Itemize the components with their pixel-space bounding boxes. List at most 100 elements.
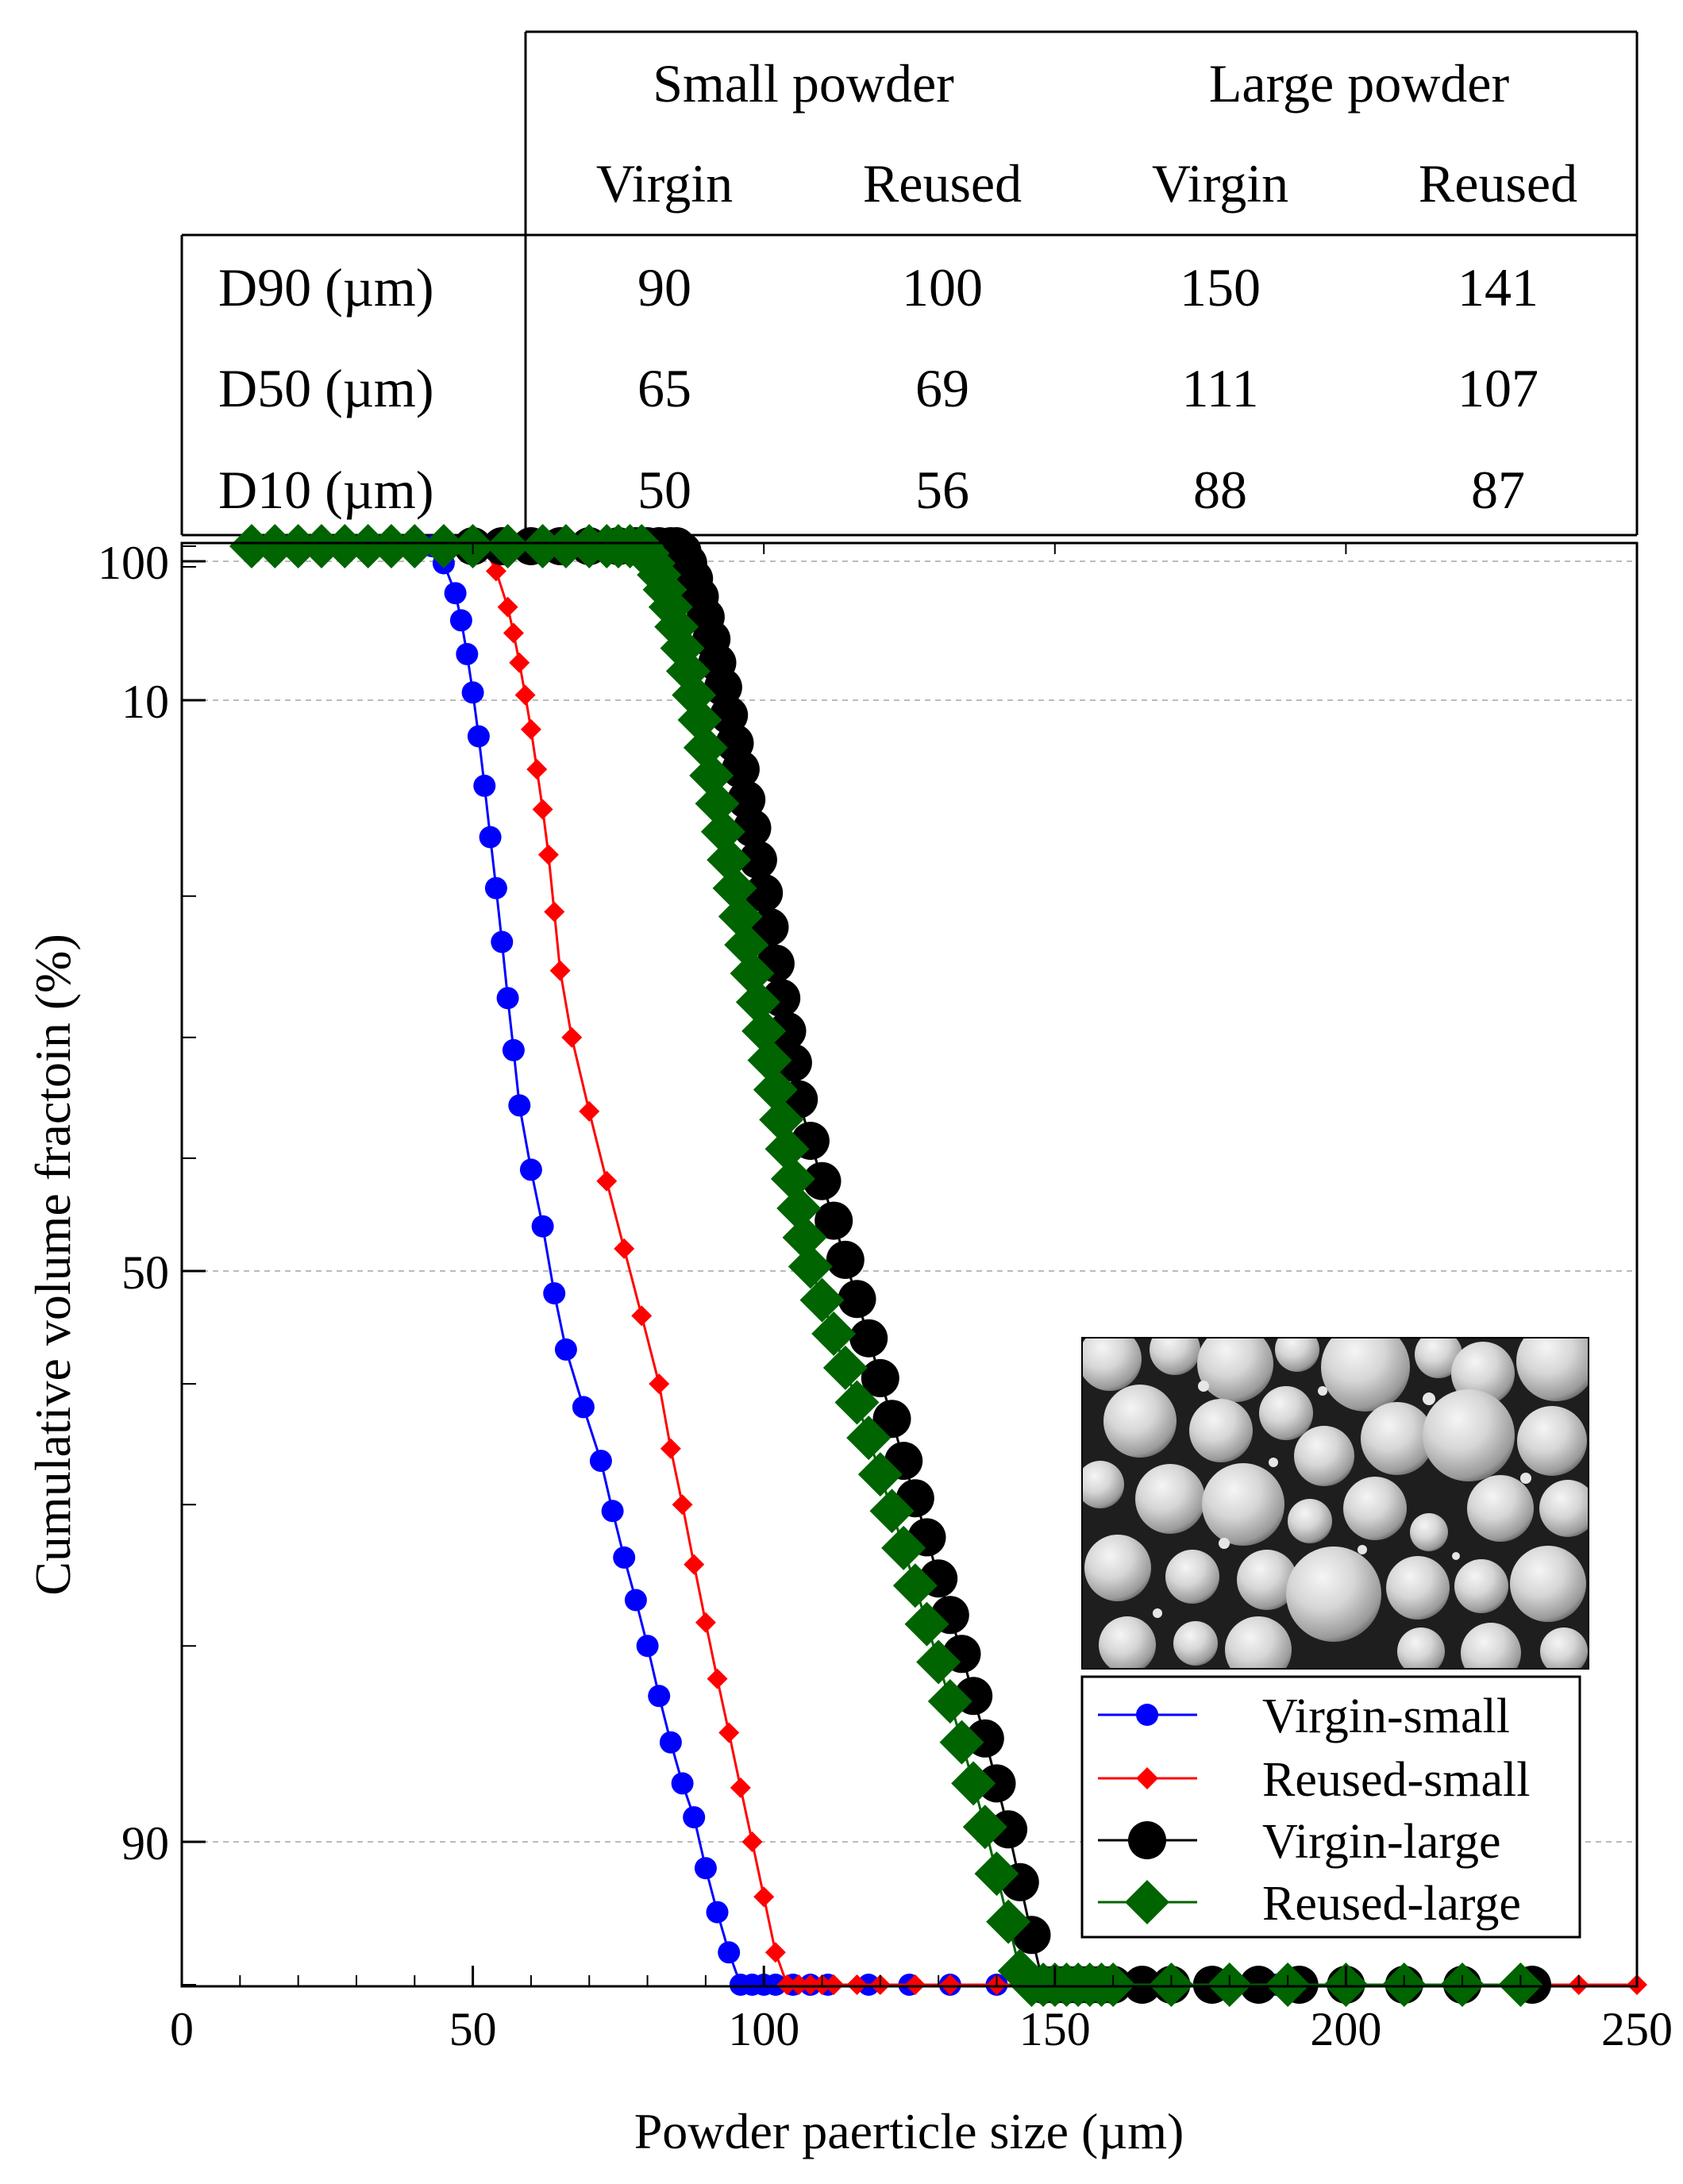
data-point-virgin-small-32 bbox=[648, 1685, 671, 1708]
data-point-reused-small-17 bbox=[614, 1238, 635, 1259]
data-point-virgin-large-36 bbox=[838, 1280, 876, 1319]
group-header-large: Large powder bbox=[1209, 53, 1510, 114]
y-minor-ticks bbox=[182, 545, 196, 1986]
data-point-reused-large-35 bbox=[724, 923, 769, 968]
data-point-virgin-small-30 bbox=[624, 1589, 647, 1612]
y-tick-label-100: 100 bbox=[98, 537, 169, 589]
data-point-virgin-small-35 bbox=[683, 1806, 706, 1829]
data-point-virgin-small-25 bbox=[554, 1338, 577, 1361]
data-point-reused-small-19 bbox=[649, 1373, 670, 1395]
cell-d50-small-reused: 69 bbox=[915, 358, 969, 418]
data-point-virgin-small-17 bbox=[484, 876, 507, 899]
data-point-reused-large-40 bbox=[753, 1067, 798, 1112]
data-point-reused-large-3 bbox=[298, 524, 344, 568]
data-point-reused-large-46 bbox=[788, 1244, 833, 1289]
data-point-reused-small-31 bbox=[788, 1974, 810, 1995]
data-point-reused-small-30 bbox=[776, 1974, 798, 1995]
data-point-virgin-small-24 bbox=[543, 1282, 566, 1305]
data-point-reused-small-20 bbox=[660, 1438, 681, 1459]
subheader-large-reused: Reused bbox=[1419, 153, 1577, 214]
data-point-virgin-large-38 bbox=[861, 1358, 899, 1397]
data-point-virgin-small-29 bbox=[613, 1546, 636, 1569]
sem-inset-image bbox=[1081, 1337, 1589, 1670]
cell-d90-large-virgin: 150 bbox=[1180, 257, 1261, 318]
data-point-reused-large-54 bbox=[881, 1525, 926, 1570]
data-point-reused-large-61 bbox=[962, 1805, 1007, 1850]
data-point-reused-large-11 bbox=[520, 524, 565, 568]
data-point-reused-small-3 bbox=[485, 560, 506, 582]
data-point-reused-large-32 bbox=[707, 838, 752, 883]
group-header-small: Small powder bbox=[653, 53, 954, 114]
data-point-reused-large-63 bbox=[986, 1899, 1031, 1944]
data-point-virgin-small-42 bbox=[764, 1974, 787, 1996]
data-point-reused-large-62 bbox=[974, 1851, 1019, 1897]
data-point-virgin-small-38 bbox=[718, 1941, 741, 1964]
cell-d50-small-virgin: 65 bbox=[637, 358, 691, 418]
data-point-reused-large-60 bbox=[951, 1761, 996, 1806]
data-point-reused-small-16 bbox=[596, 1170, 618, 1192]
data-point-reused-large-6 bbox=[368, 524, 414, 568]
data-point-virgin-large-34 bbox=[815, 1201, 853, 1240]
data-point-reused-small-15 bbox=[579, 1100, 600, 1122]
cell-d50-large-virgin: 111 bbox=[1182, 358, 1259, 418]
data-point-virgin-small-33 bbox=[659, 1731, 682, 1754]
cell-d10-small-reused: 56 bbox=[915, 460, 969, 520]
data-point-reused-small-4 bbox=[497, 596, 518, 618]
subheader-small-virgin: Virgin bbox=[596, 153, 733, 214]
data-point-reused-large-5 bbox=[345, 524, 391, 568]
data-point-reused-large-48 bbox=[811, 1312, 857, 1357]
data-point-virgin-small-28 bbox=[601, 1500, 624, 1523]
data-point-virgin-large-23 bbox=[733, 809, 772, 847]
data-point-reused-small-22 bbox=[684, 1554, 705, 1575]
data-point-virgin-large-33 bbox=[803, 1161, 842, 1200]
data-point-reused-large-51 bbox=[846, 1416, 892, 1461]
data-point-reused-large-56 bbox=[904, 1601, 949, 1647]
y-ticks: 10 50 90 100 bbox=[98, 537, 206, 1870]
data-point-reused-small-26 bbox=[730, 1777, 751, 1798]
data-point-reused-large-10 bbox=[485, 524, 530, 568]
data-point-virgin-small-16 bbox=[479, 826, 502, 849]
legend-label-virgin-large: Virgin-large bbox=[1262, 1815, 1500, 1869]
legend-label-reused-large: Reused-large bbox=[1262, 1877, 1521, 1931]
data-point-virgin-large-35 bbox=[826, 1240, 865, 1279]
data-point-reused-small-24 bbox=[707, 1668, 728, 1689]
y-tick-label-50: 50 bbox=[121, 1246, 169, 1299]
x-axis-label: Powder paerticle size (µm) bbox=[634, 2103, 1184, 2159]
data-point-virgin-small-23 bbox=[531, 1215, 554, 1238]
x-tick-label-100: 100 bbox=[728, 2003, 799, 2055]
legend-marker-reused-small bbox=[1136, 1767, 1158, 1789]
data-point-reused-small-21 bbox=[672, 1494, 693, 1516]
data-point-reused-small-13 bbox=[549, 960, 571, 981]
data-point-reused-large-38 bbox=[741, 1008, 787, 1053]
data-point-reused-large-0 bbox=[229, 524, 274, 568]
data-point-reused-large-42 bbox=[764, 1127, 810, 1172]
data-point-reused-large-33 bbox=[712, 865, 757, 911]
row-label-d90: D90 (µm) bbox=[218, 257, 433, 318]
data-point-reused-small-25 bbox=[718, 1722, 740, 1743]
data-point-reused-large-43 bbox=[770, 1156, 815, 1201]
data-point-virgin-large-48 bbox=[977, 1764, 1016, 1803]
cell-d90-small-virgin: 90 bbox=[637, 257, 691, 318]
data-point-virgin-small-26 bbox=[572, 1396, 595, 1419]
series-reused-large bbox=[229, 524, 1543, 2007]
data-point-reused-large-30 bbox=[695, 781, 740, 826]
data-point-virgin-small-21 bbox=[508, 1094, 531, 1117]
data-point-reused-large-59 bbox=[939, 1720, 984, 1765]
x-tick-label-0: 0 bbox=[170, 2003, 194, 2055]
data-point-virgin-large-37 bbox=[849, 1319, 888, 1358]
x-tick-label-250: 250 bbox=[1601, 2003, 1673, 2055]
data-point-reused-small-12 bbox=[544, 901, 565, 923]
data-point-reused-large-4 bbox=[322, 524, 368, 568]
data-point-reused-large-50 bbox=[834, 1380, 880, 1425]
data-point-reused-large-44 bbox=[776, 1185, 822, 1231]
data-point-virgin-large-25 bbox=[745, 873, 784, 912]
data-point-virgin-small-22 bbox=[519, 1158, 542, 1181]
legend-item-virgin-small: Virgin-small bbox=[1098, 1689, 1510, 1743]
data-point-virgin-small-14 bbox=[467, 725, 490, 748]
cell-d50-large-reused: 107 bbox=[1458, 358, 1539, 418]
data-point-reused-large-47 bbox=[799, 1277, 845, 1323]
data-point-virgin-small-12 bbox=[456, 642, 479, 665]
data-point-reused-large-41 bbox=[759, 1097, 804, 1142]
legend-label-reused-small: Reused-small bbox=[1262, 1753, 1531, 1807]
chart: 0 50 100 150 200 250 10 50 90 100 Powder paertic… bbox=[25, 524, 1673, 2159]
